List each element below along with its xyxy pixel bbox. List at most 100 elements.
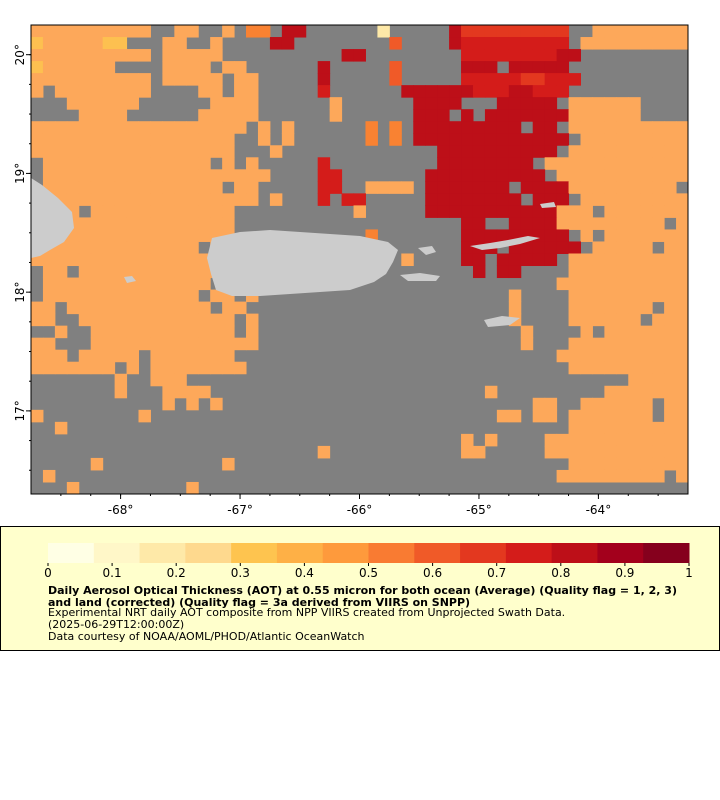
aot-cell: [556, 37, 570, 50]
aot-cell: [496, 25, 510, 38]
aot-cell: [269, 37, 283, 50]
aot-cell: [54, 61, 68, 74]
aot-cell: [580, 109, 593, 122]
aot-cell: [90, 169, 104, 182]
aot-cell: [472, 133, 486, 146]
aot-cell: [496, 73, 510, 86]
aot-cell: [126, 265, 140, 279]
aot-cell: [102, 301, 116, 315]
aot-cell: [186, 277, 199, 291]
aot-cell: [150, 145, 163, 158]
aot-cell: [532, 241, 546, 254]
aot-cell: [604, 217, 617, 230]
aot-cell: [102, 229, 116, 242]
legend-credit: Data courtesy of NOAA/AOML/PHOD/Atlantic…: [48, 630, 365, 643]
colorbar-swatch: [368, 543, 415, 563]
aot-cell: [210, 85, 223, 98]
legend-panel: 0 0.1 0.2 0.3 0.4 0.5 0.6 0.7 0.8 0.9 1 Daily Aero…: [0, 526, 720, 651]
aot-cell: [246, 313, 259, 327]
aot-cell: [580, 157, 593, 170]
aot-cell: [496, 157, 510, 170]
aot-cell: [616, 337, 629, 351]
aot-cell: [484, 193, 498, 206]
aot-cell: [66, 73, 80, 86]
aot-cell: [222, 157, 235, 170]
aot-cell: [520, 37, 534, 50]
aot-cell: [281, 25, 295, 38]
aot-cell: [628, 289, 641, 303]
aot-cell: [484, 133, 498, 146]
aot-cell: [138, 409, 151, 423]
aot-cell: [472, 121, 486, 134]
aot-cell: [102, 145, 116, 158]
aot-cell: [664, 121, 677, 134]
aot-cell: [592, 313, 605, 327]
aot-cell: [389, 121, 402, 134]
x-axis: -68° -67° -66° -65° -64°: [60, 494, 659, 517]
aot-cell: [114, 133, 128, 146]
aot-cell: [66, 37, 80, 50]
aot-cell: [186, 49, 199, 62]
aot-cell: [66, 25, 80, 38]
aot-cell: [174, 217, 187, 230]
aot-cell: [640, 121, 653, 134]
aot-cell: [78, 85, 92, 98]
aot-cell: [652, 385, 665, 399]
aot-cell: [114, 37, 128, 50]
aot-cell: [640, 373, 653, 387]
aot-cell: [652, 361, 665, 375]
aot-cell: [66, 193, 80, 206]
aot-cell: [568, 433, 581, 447]
aot-cell: [652, 289, 665, 303]
aot-cell: [640, 349, 653, 363]
aot-cell: [234, 193, 247, 206]
colorbar-tick-label: 0.3: [231, 566, 250, 580]
aot-cell: [90, 229, 104, 242]
aot-cell: [568, 457, 581, 471]
aot-cell: [592, 349, 605, 363]
aot-cell: [496, 37, 510, 50]
aot-cell: [186, 481, 199, 495]
aot-cell: [484, 181, 498, 194]
aot-cell: [114, 289, 128, 303]
aot-cell: [198, 205, 211, 218]
aot-cell: [580, 265, 593, 279]
aot-cell: [425, 181, 438, 194]
aot-cell: [592, 157, 605, 170]
aot-cell: [353, 193, 366, 206]
aot-cell: [54, 157, 68, 170]
aot-cell: [532, 193, 546, 206]
aot-cell: [568, 301, 581, 315]
aot-cell: [162, 49, 175, 62]
aot-cell: [592, 217, 605, 230]
aot-cell: [186, 265, 199, 279]
aot-cell: [341, 193, 355, 206]
aot-cell: [568, 217, 581, 230]
aot-map[interactable]: -68° -67° -66° -65° -64° 20° 19° 18° 17°: [0, 0, 720, 520]
aot-cell: [652, 373, 665, 387]
aot-cell: [461, 445, 474, 459]
aot-cell: [640, 25, 653, 38]
aot-cell: [31, 121, 44, 134]
aot-cell: [484, 145, 498, 158]
aot-cell: [210, 145, 223, 158]
aot-cell: [174, 241, 187, 254]
aot-cell: [676, 469, 689, 483]
aot-cell: [664, 433, 677, 447]
aot-cell: [508, 25, 522, 38]
aot-cell: [114, 205, 128, 218]
aot-cell: [90, 325, 104, 339]
aot-cell: [676, 145, 689, 158]
aot-cell: [90, 253, 104, 267]
aot-cell: [520, 241, 534, 254]
aot-cell: [198, 73, 211, 86]
aot-cell: [162, 145, 175, 158]
aot-cell: [676, 217, 689, 230]
aot-cell: [246, 85, 259, 98]
aot-cell: [664, 181, 677, 194]
aot-cell: [580, 277, 593, 291]
aot-cell: [592, 361, 605, 375]
colorbar-ticks: 0 0.1 0.2 0.3 0.4 0.5 0.6 0.7 0.8 0.9 1: [44, 563, 693, 580]
aot-cell: [234, 337, 247, 351]
aot-cell: [676, 37, 689, 50]
